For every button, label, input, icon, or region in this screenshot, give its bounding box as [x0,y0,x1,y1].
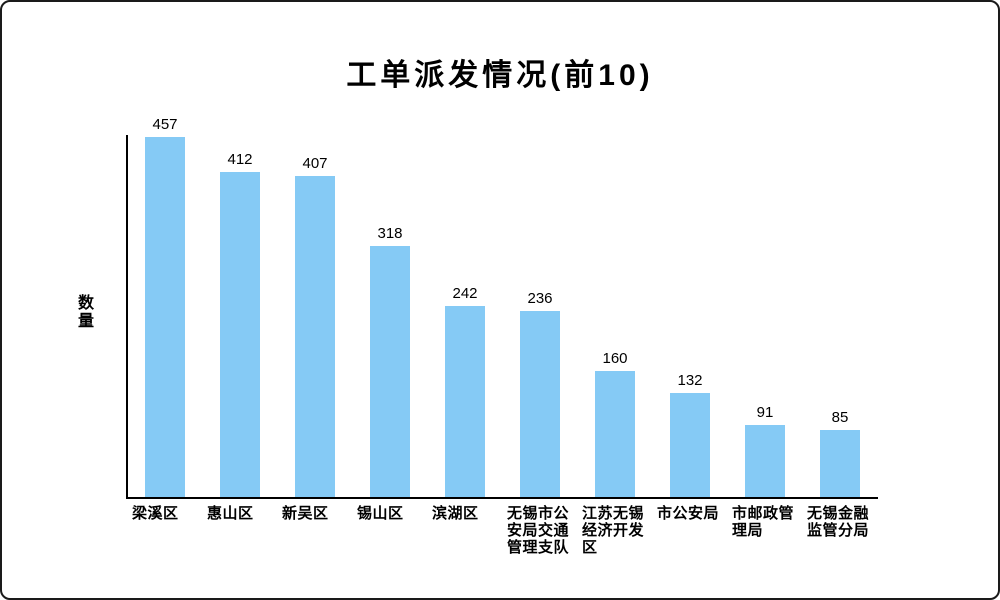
bar-value-label: 236 [527,290,553,307]
x-category-label: 新吴区 [282,505,329,522]
y-axis-label: 数量 [77,295,94,330]
bar [745,425,785,497]
bar [295,176,335,497]
bar [595,371,635,497]
x-category-label: 江苏无锡 经济开发 区 [582,505,645,556]
bar-value-label: 85 [831,409,849,426]
bar-value-label: 457 [152,116,178,133]
bar-value-label: 132 [677,372,703,389]
y-axis-line [126,135,128,499]
bar [220,172,260,497]
bar [820,430,860,497]
bar-value-label: 318 [377,225,403,242]
bar [670,393,710,497]
bar-value-label: 412 [227,151,253,168]
x-category-label: 梁溪区 [132,505,179,522]
x-category-label: 惠山区 [207,505,254,522]
bar-value-label: 242 [452,285,478,302]
bar-value-label: 160 [602,350,628,367]
bar [445,306,485,497]
x-category-label: 市公安局 [657,505,720,522]
x-category-label: 市邮政管 理局 [732,505,795,539]
x-category-label: 无锡市公 安局交通 管理支队 [507,505,570,556]
x-category-label: 锡山区 [357,505,404,522]
x-axis-line [126,497,878,499]
bar [145,137,185,497]
bar-value-label: 91 [756,404,774,421]
x-category-label: 无锡金融 监管分局 [807,505,870,539]
bar [520,311,560,497]
x-category-label: 滨湖区 [432,505,479,522]
bar-value-label: 407 [302,155,328,172]
bar [370,246,410,497]
chart-title: 工单派发情况(前10) [346,59,654,92]
